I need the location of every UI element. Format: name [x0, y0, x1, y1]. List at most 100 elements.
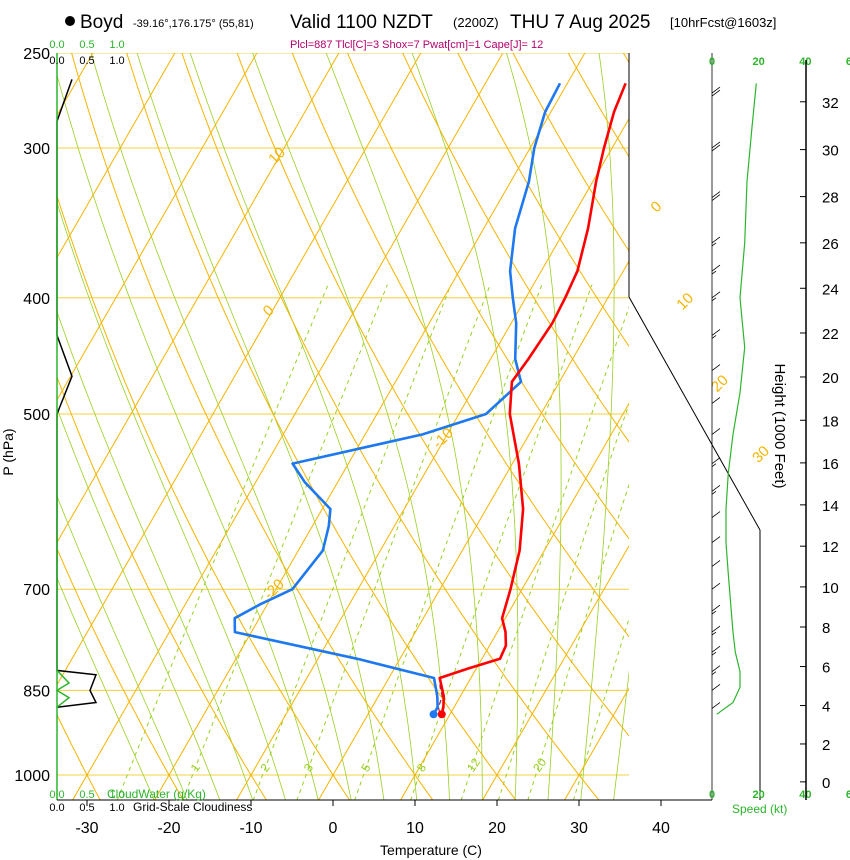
wind-barb-flag: [711, 364, 721, 371]
wind-barb: [711, 397, 721, 404]
wind-barb: [711, 645, 721, 656]
isotherm-line: [564, 687, 629, 800]
mixing-ratio-lines: [116, 284, 629, 800]
dry-adiabat-line: [346, 53, 629, 540]
height-tick-label: 28: [822, 190, 839, 207]
wind-barb-flag: [711, 582, 721, 590]
cloudiness-legend-label: Grid-Scale Cloudiness: [133, 800, 252, 814]
temperature-axis: Temperature (C) -30 -20 -10 0 10 20 30 40: [75, 800, 670, 858]
pressure-tick-label: 400: [23, 291, 50, 308]
temperature-tick-label: -10: [239, 820, 262, 837]
isotherm-label: -10: [429, 425, 456, 452]
parcel-trace: [437, 677, 443, 713]
temperature-tick-label: 40: [652, 820, 670, 837]
moist-adiabat-line: [252, 53, 450, 800]
wind-barb-flag: [711, 625, 721, 633]
isotherm-line: [72, 53, 504, 800]
dry-adiabat-line: [57, 194, 351, 800]
height-tick-label: 30: [822, 143, 839, 160]
temperature-trace: [438, 82, 627, 715]
moist-adiabat-line: [57, 201, 286, 800]
isotherm-lines: [0, 32, 850, 801]
cloudiness-top-tick: 1.0: [109, 55, 124, 67]
dewpoint-trace: [233, 82, 562, 715]
wind-barb: [711, 560, 721, 567]
pressure-tick-label: 500: [23, 407, 50, 424]
wind-barb-flag: [711, 484, 721, 492]
temperature-tick-label: 30: [570, 820, 588, 837]
pressure-tick-label: 850: [23, 683, 50, 700]
mixing-ratio-label: 1: [188, 761, 203, 775]
isotherm-line: [318, 260, 629, 800]
height-tick-label: 22: [822, 326, 839, 343]
mixing-ratio-label: 2: [258, 761, 273, 775]
wind-barb-flag: [711, 397, 721, 404]
wind-barb: [711, 511, 721, 518]
speed-top-tick: 0: [709, 56, 715, 68]
height-tick-label: 4: [822, 699, 830, 716]
height-tick-label: 6: [822, 660, 830, 677]
wind-barb-flag: [711, 89, 721, 97]
station-name: Boyd: [80, 12, 123, 33]
moist-adiabat-line: [580, 53, 615, 800]
dry-adiabat-line: [0, 32, 17, 801]
valid-date: THU 7 Aug 2025: [510, 12, 650, 33]
temperature-tick-label: 0: [329, 820, 338, 837]
wind-barb: [711, 236, 721, 247]
dry-adiabat-line: [236, 53, 629, 737]
station-coords: -39.16°,176.175° (55,81): [133, 18, 254, 30]
surface-dewpoint-dot: [429, 710, 438, 719]
mixing-ratio-label: 5: [358, 761, 373, 775]
moist-adiabat-line: [57, 407, 221, 800]
wind-barb: [711, 428, 721, 435]
moist-adiabat-line: [411, 53, 519, 800]
wind-barb-flag: [711, 194, 721, 201]
wind-barb-flag: [711, 645, 721, 653]
isotherm-label: 10: [673, 290, 697, 314]
wind-barb: [711, 364, 721, 371]
temperature-tick-label: -30: [75, 820, 98, 837]
cloudwater-top-tick: 0.0: [49, 39, 64, 51]
isotherm-line: [482, 544, 629, 800]
wind-barb-half: [711, 610, 717, 615]
pressure-axis-title: P (hPa): [0, 428, 16, 475]
dry-adiabat-line: [57, 547, 184, 800]
wind-barb-flag: [711, 144, 721, 152]
height-tick-label: 26: [822, 236, 839, 253]
wind-barb: [711, 684, 721, 691]
moist-adiabat-line: [57, 310, 254, 800]
wind-barb-flag: [711, 702, 721, 709]
wind-barb: [711, 582, 721, 590]
speed-bottom-tick: 0: [709, 789, 715, 801]
wind-barb-half: [711, 631, 717, 636]
temperature-tick-label: 20: [488, 820, 506, 837]
height-tick-label: 18: [822, 413, 839, 430]
dry-adiabat-line: [71, 53, 434, 800]
wind-barb-flag: [711, 236, 721, 244]
wind-barb-flag: [711, 684, 721, 691]
moist-adiabat-line: [646, 32, 749, 801]
cloudiness-bottom-tick: 0.0: [49, 802, 64, 814]
cloudwater-trace: [55, 669, 71, 708]
height-tick-label: 2: [822, 737, 830, 754]
wind-speed-trace: [716, 83, 757, 715]
isotherm-line: [0, 32, 23, 801]
cloudwater-bottom-tick: 0.5: [79, 789, 94, 801]
temperature-tick-label: 10: [406, 820, 424, 837]
cloudwater-bottom-tick: 1.0: [109, 789, 124, 801]
isotherm-line: [57, 53, 258, 401]
dry-adiabat-line: [512, 53, 629, 253]
dry-adiabat-line: [402, 53, 629, 443]
mixing-ratio-line: [296, 284, 491, 800]
dry-adiabat-line: [457, 53, 629, 348]
isotherm-line: [646, 32, 850, 801]
wind-barb-flag: [711, 191, 721, 198]
isotherm-label: -20: [260, 576, 287, 603]
moist-adiabat-line: [57, 577, 155, 800]
mixing-ratio-line: [116, 284, 329, 800]
wind-barb-flag: [711, 329, 721, 336]
cloudwater-bottom-tick: 0.0: [49, 789, 64, 801]
pressure-axis: P (hPa) 250 300 400 500 700 850 1000: [0, 46, 50, 785]
moist-adiabat-line: [613, 670, 629, 800]
